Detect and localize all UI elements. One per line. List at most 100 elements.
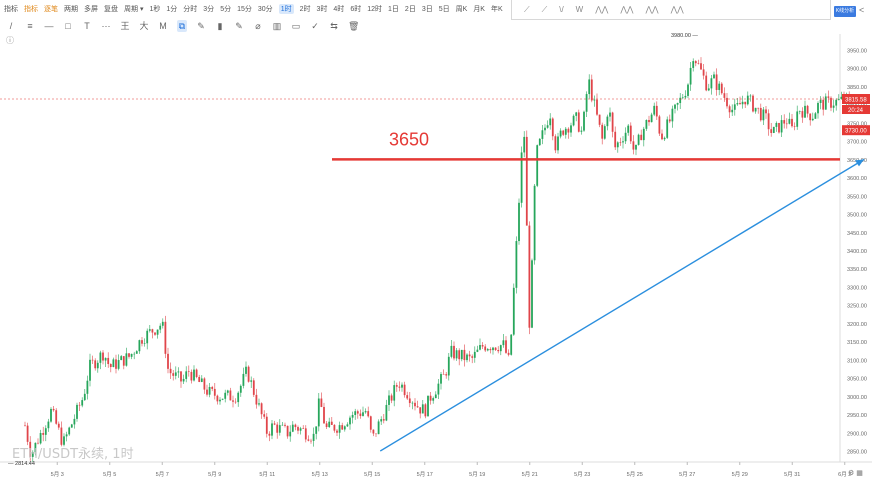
- candle-body: [437, 383, 440, 395]
- candle-body: [37, 442, 39, 444]
- candle-body: [739, 103, 741, 105]
- candle-body: [531, 260, 533, 328]
- interval-10[interactable]: 4时: [333, 5, 345, 13]
- candle-body: [278, 425, 281, 433]
- candle-body: [89, 359, 91, 381]
- candle-body: [52, 408, 55, 411]
- interval-16[interactable]: 5日: [438, 5, 450, 13]
- candle-body: [42, 433, 45, 435]
- pattern-tool-7[interactable]: ⋀⋀: [670, 5, 684, 14]
- chart-settings-icons[interactable]: ⚙ ▦: [848, 470, 863, 477]
- interval-5[interactable]: 15分: [237, 5, 252, 13]
- interval-3[interactable]: 3分: [203, 5, 215, 13]
- interval-14[interactable]: 2日: [404, 5, 416, 13]
- toolbar-item-0[interactable]: 指标: [4, 5, 18, 13]
- high-price-label: 3980.00 —: [671, 33, 698, 39]
- drawing-tool-3[interactable]: □: [65, 21, 71, 31]
- candle-body: [645, 119, 648, 129]
- candle-body: [518, 202, 520, 242]
- candle-body: [177, 371, 180, 373]
- current-price-label: 3815.58: [845, 98, 867, 104]
- candle-body: [380, 419, 383, 422]
- toolbar-item-4[interactable]: 多屏: [84, 5, 98, 13]
- candle-body: [403, 384, 406, 396]
- interval-7[interactable]: 1时: [278, 3, 294, 14]
- toolbar-item-5[interactable]: 复盘: [104, 5, 118, 13]
- candle-body: [421, 404, 424, 414]
- candle-body: [559, 130, 562, 137]
- pattern-tool-0[interactable]: ⟋: [524, 4, 530, 14]
- candle-body: [551, 118, 554, 137]
- interval-8[interactable]: 2时: [299, 5, 311, 13]
- pattern-tool-2[interactable]: \/: [559, 5, 564, 14]
- candle-body: [588, 79, 591, 95]
- interval-17[interactable]: 周K: [455, 5, 468, 13]
- pattern-tool-5[interactable]: ⋀⋀: [620, 5, 634, 14]
- pattern-tool-3[interactable]: W: [575, 5, 584, 14]
- interval-19[interactable]: 年K: [490, 5, 503, 13]
- toolbar-item-2[interactable]: 逐笔: [44, 5, 58, 13]
- drawing-tool-11[interactable]: ▮: [217, 21, 223, 31]
- candle-body: [793, 126, 796, 127]
- drawing-tool-6[interactable]: 王: [120, 21, 130, 31]
- drawing-tool-13[interactable]: ⌀: [255, 21, 261, 31]
- drawing-tool-9[interactable]: ⧉: [177, 20, 187, 32]
- candle-body: [650, 114, 653, 123]
- interval-13[interactable]: 1日: [388, 5, 399, 13]
- candle-body: [154, 332, 156, 335]
- interval-0[interactable]: 1秒: [149, 5, 161, 13]
- candle-body: [700, 63, 702, 70]
- drawing-tool-16[interactable]: ✓: [311, 21, 319, 31]
- info-icon[interactable]: ⓘ: [6, 36, 14, 45]
- candle-body: [234, 401, 237, 403]
- interval-15[interactable]: 3日: [421, 5, 433, 13]
- interval-2[interactable]: 分时: [183, 5, 198, 13]
- interval-18[interactable]: 月K: [473, 5, 485, 13]
- x-tick-label: 5月 13: [312, 471, 328, 478]
- drawing-tool-15[interactable]: ▭: [291, 21, 301, 31]
- interval-11[interactable]: 6时: [350, 5, 362, 13]
- drawing-tool-18[interactable]: 🗑: [348, 21, 360, 31]
- interval-4[interactable]: 5分: [220, 5, 232, 13]
- candle-body: [445, 374, 448, 376]
- drawing-tool-5[interactable]: ⋯: [101, 21, 111, 31]
- drawing-tool-7[interactable]: 大: [139, 21, 149, 31]
- drawing-tool-10[interactable]: ✎: [197, 21, 205, 31]
- candle-body: [343, 426, 346, 430]
- drawing-tool-4[interactable]: T: [84, 21, 90, 31]
- drawing-tool-1[interactable]: ≡: [27, 21, 33, 31]
- candle-body: [395, 385, 398, 387]
- interval-9[interactable]: 3时: [316, 5, 328, 13]
- drawing-tool-0[interactable]: /: [9, 21, 13, 31]
- drawing-tool-2[interactable]: —: [44, 21, 54, 31]
- y-tick-label: 3700.00: [847, 140, 867, 146]
- pattern-tool-4[interactable]: ⋀⋀: [595, 5, 609, 14]
- toolbar-item-6[interactable]: 周期 ▾: [124, 5, 144, 13]
- candle-body: [73, 418, 76, 425]
- drawing-tool-12[interactable]: ✎: [235, 21, 243, 31]
- candle-body: [554, 136, 557, 151]
- candle-body: [442, 374, 445, 375]
- share-icon[interactable]: <: [859, 5, 865, 15]
- candle-body: [130, 353, 133, 357]
- toolbar-item-3[interactable]: 两期: [64, 5, 78, 13]
- current-price-tag: [842, 94, 870, 105]
- candle-body: [330, 421, 333, 425]
- x-tick-label: 5月 31: [784, 471, 800, 478]
- interval-6[interactable]: 30分: [257, 5, 273, 13]
- k-line-analysis-button[interactable]: K线分析: [834, 6, 856, 17]
- pattern-tool-6[interactable]: ⋀⋀: [645, 5, 659, 14]
- candle-body: [255, 394, 258, 405]
- y-tick-label: 3250.00: [847, 304, 867, 310]
- candle-body: [317, 398, 320, 427]
- candle-body: [796, 111, 799, 127]
- drawing-tool-14[interactable]: ▥: [272, 21, 282, 31]
- drawing-tool-8[interactable]: M: [159, 21, 167, 31]
- interval-1[interactable]: 1分: [166, 5, 178, 13]
- drawing-tool-17[interactable]: ⇆: [330, 21, 338, 31]
- pattern-tool-1[interactable]: ⟋: [541, 4, 548, 14]
- toolbar-item-1[interactable]: 指标: [24, 5, 38, 13]
- candle-body: [728, 106, 731, 113]
- interval-12[interactable]: 12时: [367, 5, 383, 13]
